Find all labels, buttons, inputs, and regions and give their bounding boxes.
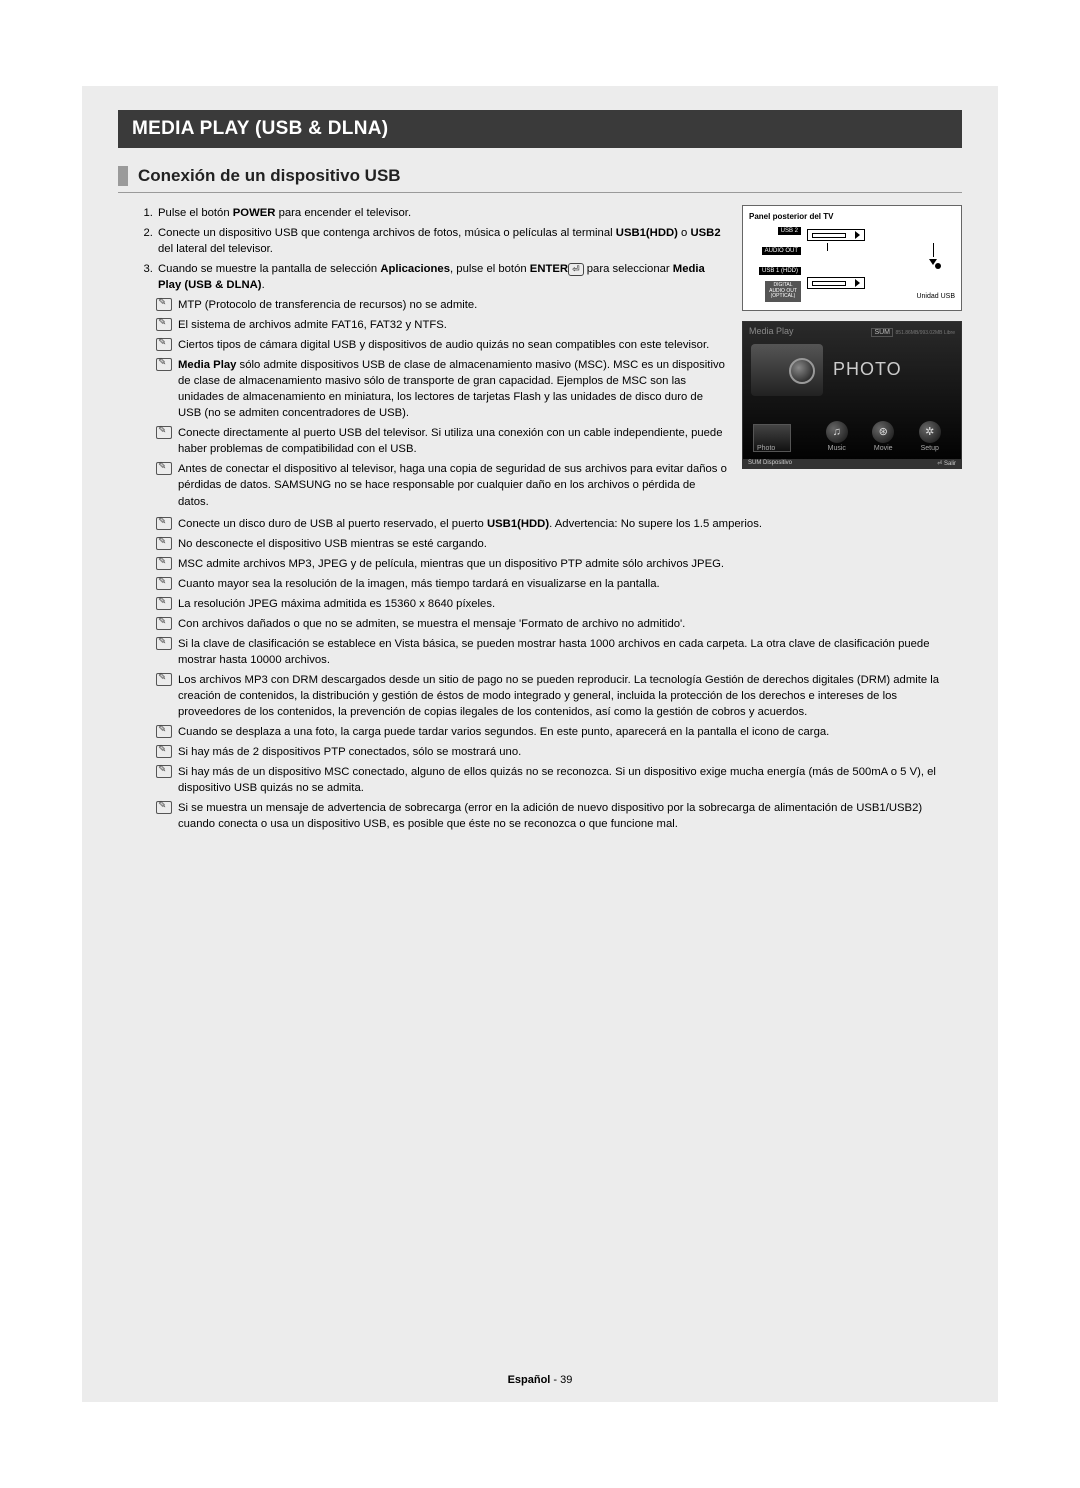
media-play-title: Media Play <box>749 326 794 336</box>
notes-narrow: MTP (Protocolo de transferencia de recur… <box>118 297 728 509</box>
figure-column: Panel posterior del TV USB 2 AUDIO OUT U… <box>742 205 962 514</box>
two-column-row: Pulse el botón POWER para encender el te… <box>118 205 962 514</box>
footer-page-number: 39 <box>560 1374 572 1386</box>
music-item: ♫Music <box>826 421 848 452</box>
usb2-label: USB 2 <box>778 227 801 235</box>
note-item: Media Play sólo admite dispositivos USB … <box>156 357 728 421</box>
note-item: Si se muestra un mensaje de advertencia … <box>156 800 962 832</box>
usb1-label: USB 1 (HDD) <box>759 267 801 275</box>
note-item: Cuando se desplaza a una foto, la carga … <box>156 724 962 740</box>
note-item: MSC admite archivos MP3, JPEG y de pelíc… <box>156 556 962 572</box>
page-footer: Español - 39 <box>82 1374 998 1386</box>
jack-icon <box>935 263 941 269</box>
section-mark-icon <box>118 166 128 186</box>
movie-icon: ⊛ <box>872 421 894 443</box>
footer-left: SUM Dispositivo <box>748 460 792 467</box>
note-item: Antes de conectar el dispositivo al tele… <box>156 461 728 509</box>
movie-item: ⊛Movie <box>872 421 894 452</box>
footer-language: Español <box>508 1374 551 1386</box>
audio-out-label: AUDIO OUT <box>762 247 801 255</box>
notes-full: Conecte un disco duro de USB al puerto r… <box>118 516 962 833</box>
section-title: Conexión de un dispositivo USB <box>138 166 401 186</box>
note-item: Si hay más de 2 dispositivos PTP conecta… <box>156 744 962 760</box>
camera-icon <box>751 344 823 396</box>
note-item: Ciertos tipos de cámara digital USB y di… <box>156 337 728 353</box>
content-area: MEDIA PLAY (USB & DLNA) Conexión de un d… <box>82 86 998 836</box>
usb-drive-label: Unidad USB <box>807 293 955 300</box>
panel-title: Panel posterior del TV <box>749 212 955 221</box>
tv-panel-diagram: Panel posterior del TV USB 2 AUDIO OUT U… <box>742 205 962 311</box>
enter-icon: ⏎ <box>568 263 584 276</box>
photo-item-label: Photo <box>757 445 775 452</box>
music-icon: ♫ <box>826 421 848 443</box>
setup-item: ✲Setup <box>919 421 941 452</box>
footer-right: ⏎ Salir <box>937 460 956 467</box>
note-item: MTP (Protocolo de transferencia de recur… <box>156 297 728 313</box>
note-item: Los archivos MP3 con DRM descargados des… <box>156 672 962 720</box>
step-3: Cuando se muestre la pantalla de selecci… <box>156 261 728 293</box>
section-header: Conexión de un dispositivo USB <box>118 166 962 193</box>
note-item: Conecte directamente al puerto USB del t… <box>156 425 728 457</box>
note-item: Con archivos dañados o que no se admiten… <box>156 616 962 632</box>
note-item: Si la clave de clasificación se establec… <box>156 636 962 668</box>
note-item: Cuanto mayor sea la resolución de la ima… <box>156 576 962 592</box>
text-column: Pulse el botón POWER para encender el te… <box>118 205 728 514</box>
storage-text: 851.86MB/993.02MB Libre <box>896 330 955 336</box>
setup-icon: ✲ <box>919 421 941 443</box>
usb1-port-icon <box>807 277 865 289</box>
steps-list: Pulse el botón POWER para encender el te… <box>118 205 728 293</box>
sum-badge: SUM <box>871 328 893 337</box>
page-frame: MEDIA PLAY (USB & DLNA) Conexión de un d… <box>82 86 998 1402</box>
note-item: La resolución JPEG máxima admitida es 15… <box>156 596 962 612</box>
note-item: No desconecte el dispositivo USB mientra… <box>156 536 962 552</box>
note-item: El sistema de archivos admite FAT16, FAT… <box>156 317 728 333</box>
step-1: Pulse el botón POWER para encender el te… <box>156 205 728 221</box>
step-2: Conecte un dispositivo USB que contenga … <box>156 225 728 257</box>
optical-label: DIGITAL AUDIO OUT (OPTICAL) <box>765 281 801 302</box>
media-play-screenshot: Media Play SUM 851.86MB/993.02MB Libre P… <box>742 321 962 469</box>
chapter-title: MEDIA PLAY (USB & DLNA) <box>118 110 962 148</box>
usb2-port-icon <box>807 229 865 241</box>
note-item: Si hay más de un dispositivo MSC conecta… <box>156 764 962 796</box>
photo-label: PHOTO <box>833 359 902 380</box>
note-item: Conecte un disco duro de USB al puerto r… <box>156 516 962 532</box>
